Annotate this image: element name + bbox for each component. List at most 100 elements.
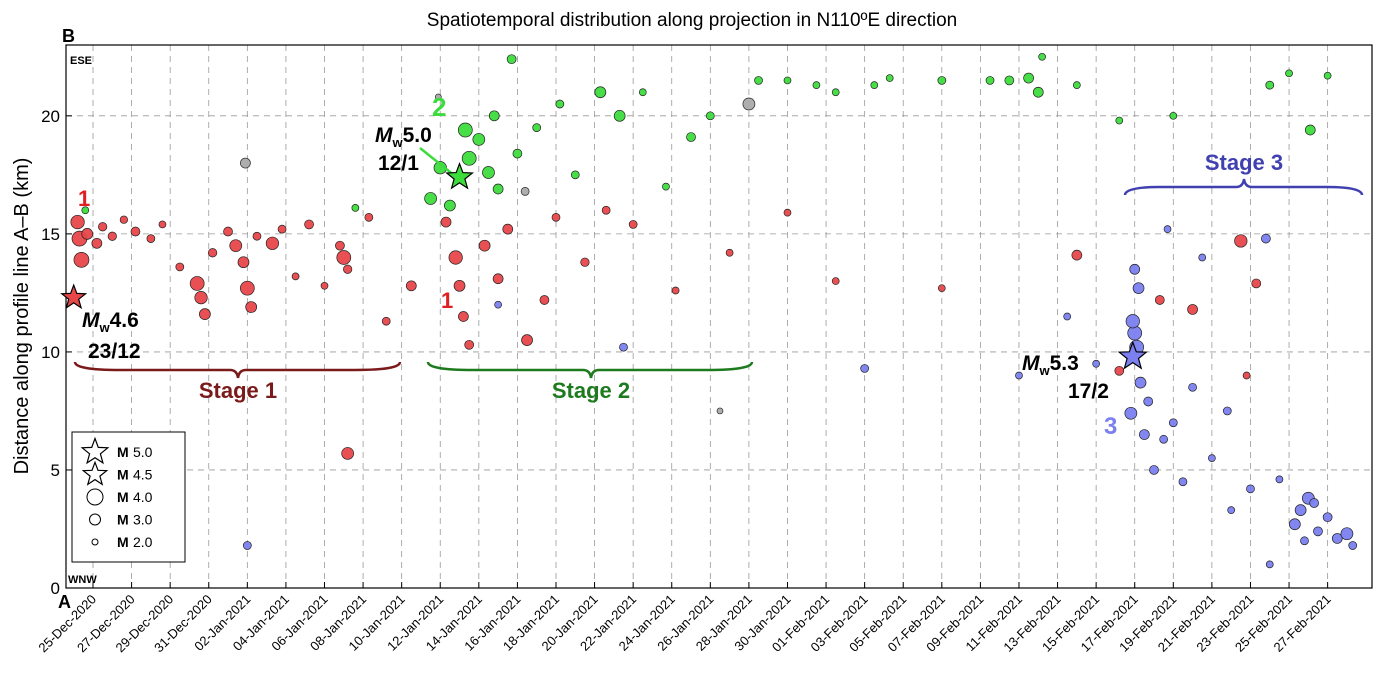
event-point (532, 123, 542, 132)
legend-symbol: M (117, 444, 129, 460)
legend-circle (91, 538, 99, 546)
mw-symbol: M (375, 124, 393, 147)
event-point (1340, 527, 1354, 541)
event-point (1261, 233, 1271, 244)
event-point (671, 286, 680, 295)
event-point (521, 334, 533, 346)
event-point (229, 239, 243, 253)
stage-brace (426, 361, 754, 379)
event-point (1124, 406, 1138, 420)
mainshock-star (60, 283, 88, 310)
event-point (613, 109, 626, 122)
mainshock-date: 23/12 (88, 340, 141, 363)
event-point (1023, 72, 1034, 84)
event-point (601, 205, 611, 215)
event-point (457, 122, 473, 138)
event-point (555, 99, 565, 109)
event-point (1015, 371, 1023, 380)
event-point (472, 133, 486, 146)
event-point (506, 54, 517, 65)
event-point (1169, 111, 1178, 120)
event-point (1294, 504, 1307, 516)
event-point (98, 222, 108, 232)
event-point (570, 170, 580, 180)
event-point (1168, 418, 1178, 428)
event-point (502, 223, 514, 235)
event-point (291, 272, 300, 281)
legend-label: 4.5 (133, 467, 153, 483)
legend-label: 4.0 (133, 489, 153, 505)
mw-symbol: M (82, 309, 100, 332)
point-label: B (62, 26, 75, 46)
mw-subscript: w (1039, 363, 1051, 378)
direction-label: ESE (70, 55, 92, 67)
event-point (1139, 429, 1150, 440)
grid (66, 45, 1372, 589)
event-point (1114, 365, 1125, 376)
event-point (453, 279, 466, 292)
event-point (580, 257, 590, 267)
event-point (336, 250, 352, 265)
mainshock-date: 17/2 (1068, 380, 1109, 403)
y-tick-label: 15 (41, 225, 60, 244)
event-point (1227, 506, 1236, 514)
event-point (1331, 533, 1343, 544)
event-point (70, 214, 85, 230)
event-point (885, 74, 894, 82)
stage-brace (73, 361, 402, 379)
stage-label: Stage 1 (199, 378, 277, 403)
legend-symbol: M (117, 512, 129, 528)
legend-label: 5.0 (133, 444, 153, 460)
event-point (488, 110, 500, 122)
mainshock-star (1117, 340, 1148, 370)
event-point (1154, 295, 1165, 305)
legend-label: 3.0 (133, 512, 153, 528)
stage-brace (1123, 178, 1364, 196)
event-point (512, 148, 523, 159)
event-point (985, 76, 995, 85)
mw-subscript: w (392, 135, 404, 150)
event-point (464, 339, 475, 350)
event-point (1198, 253, 1207, 262)
y-axis-label: Distance along profile line A–B (km) (11, 158, 33, 475)
event-point (405, 280, 417, 292)
arrow (419, 147, 456, 177)
legend-circle (89, 513, 101, 526)
y-tick-label: 10 (41, 343, 60, 362)
event-point (1127, 325, 1143, 341)
points (70, 52, 1358, 569)
event-point (937, 76, 947, 85)
event-point (1129, 263, 1141, 275)
event-point (1115, 116, 1124, 125)
chart-title: Spatiotemporal distribution along projec… (427, 10, 957, 31)
event-point (444, 199, 456, 212)
mainshock-label: Mw4.6 (82, 309, 139, 335)
event-point (1163, 225, 1172, 233)
event-point (175, 262, 185, 272)
mainshock-date: 12/1 (378, 152, 419, 175)
event-point (1004, 75, 1015, 86)
event-point (1208, 454, 1216, 463)
event-point (245, 301, 258, 313)
event-point (551, 212, 561, 222)
event-point (754, 76, 763, 85)
event-point (1275, 475, 1284, 484)
event-point (1242, 371, 1251, 380)
event-point (1092, 359, 1100, 368)
event-point (520, 187, 530, 196)
event-point (242, 541, 252, 550)
mw-symbol: M (1022, 352, 1040, 375)
event-point (783, 208, 792, 217)
event-point (304, 219, 314, 230)
event-point (91, 237, 103, 249)
event-point (1265, 80, 1275, 90)
event-point (1309, 498, 1319, 508)
y-tick-label: 5 (51, 461, 60, 480)
event-point (1313, 526, 1323, 537)
event-point (1322, 512, 1333, 523)
event-point (783, 76, 792, 85)
event-point (812, 81, 821, 89)
event-point (831, 88, 840, 97)
event-point (434, 93, 442, 101)
magnitude: 4.6 (110, 309, 139, 332)
